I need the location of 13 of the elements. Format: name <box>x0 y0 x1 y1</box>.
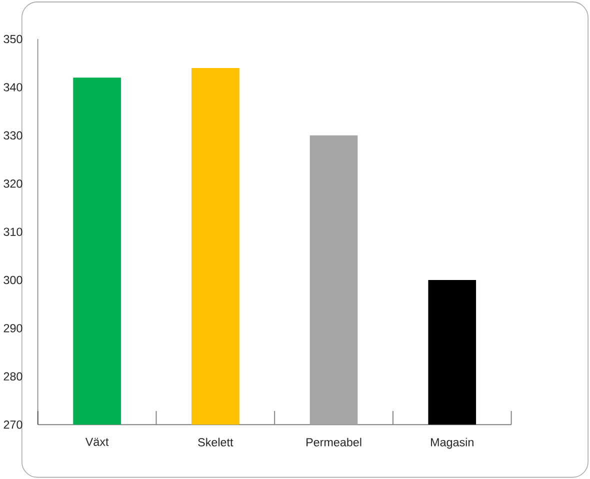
y-tick-label: 290 <box>4 324 22 332</box>
y-tick-label: 310 <box>4 228 22 236</box>
y-tick-label: 340 <box>4 82 22 92</box>
y-tick-label: 280 <box>4 372 22 380</box>
x-tick-label: Växt <box>85 438 109 446</box>
y-tick-label: 320 <box>4 179 22 188</box>
y-tick-label: 330 <box>4 131 22 140</box>
x-tick-label: Skelett <box>198 438 234 446</box>
x-tick-label: Permeabel <box>306 438 362 446</box>
y-tick-label: 270 <box>4 420 22 429</box>
y-tick-label: 350 <box>4 34 22 44</box>
y-tick-label: 300 <box>4 276 22 284</box>
x-tick-label: Magasin <box>431 438 474 449</box>
